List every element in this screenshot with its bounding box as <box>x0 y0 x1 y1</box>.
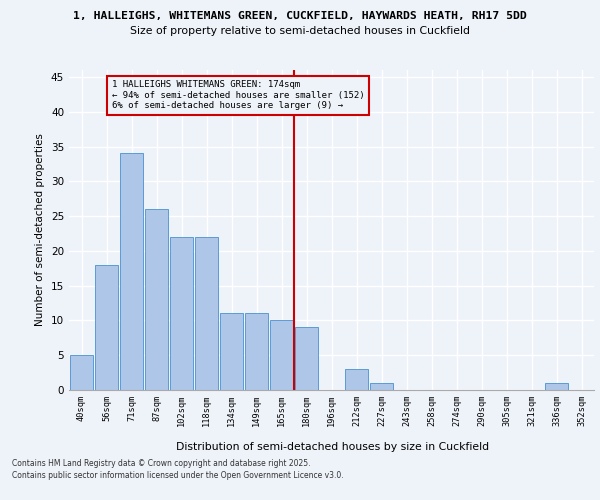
Y-axis label: Number of semi-detached properties: Number of semi-detached properties <box>35 134 46 326</box>
Bar <box>95 265 118 390</box>
Bar <box>269 320 293 390</box>
Text: 1 HALLEIGHS WHITEMANS GREEN: 174sqm
← 94% of semi-detached houses are smaller (1: 1 HALLEIGHS WHITEMANS GREEN: 174sqm ← 94… <box>112 80 364 110</box>
Bar <box>119 154 143 390</box>
Bar <box>145 209 169 390</box>
Bar <box>370 383 394 390</box>
Text: 1, HALLEIGHS, WHITEMANS GREEN, CUCKFIELD, HAYWARDS HEATH, RH17 5DD: 1, HALLEIGHS, WHITEMANS GREEN, CUCKFIELD… <box>73 11 527 21</box>
Text: Contains public sector information licensed under the Open Government Licence v3: Contains public sector information licen… <box>12 471 344 480</box>
Bar <box>194 237 218 390</box>
Bar <box>545 383 568 390</box>
Bar <box>170 237 193 390</box>
Bar <box>70 355 94 390</box>
Bar <box>295 328 319 390</box>
Bar <box>245 314 268 390</box>
Text: Distribution of semi-detached houses by size in Cuckfield: Distribution of semi-detached houses by … <box>176 442 490 452</box>
Bar <box>220 314 244 390</box>
Text: Size of property relative to semi-detached houses in Cuckfield: Size of property relative to semi-detach… <box>130 26 470 36</box>
Text: Contains HM Land Registry data © Crown copyright and database right 2025.: Contains HM Land Registry data © Crown c… <box>12 458 311 468</box>
Bar <box>344 369 368 390</box>
